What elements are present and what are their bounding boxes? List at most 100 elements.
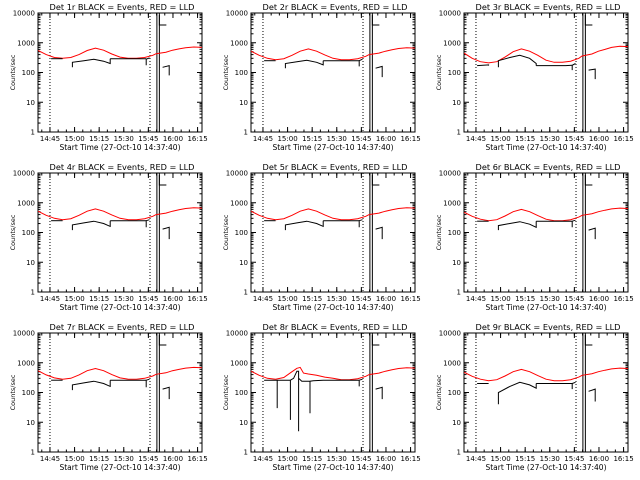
events-series-line xyxy=(588,227,596,240)
x-tick-label: 15:30 xyxy=(540,135,560,143)
x-axis-label: Start Time (27-Oct-10 14:37:40) xyxy=(485,303,606,312)
x-tick-label: 16:15 xyxy=(400,295,420,303)
events-series-line xyxy=(571,63,576,71)
x-tick-label: 15:15 xyxy=(302,455,322,463)
y-tick-label: 10000 xyxy=(439,10,461,18)
y-tick-label: 10 xyxy=(452,419,461,427)
y-tick-label: 10 xyxy=(239,419,248,427)
x-tick-label: 15:30 xyxy=(114,455,134,463)
events-series-line xyxy=(497,221,537,231)
x-tick-label: 16:00 xyxy=(376,455,396,463)
x-tick-label: 14:45 xyxy=(40,455,60,463)
events-series-line xyxy=(588,388,596,402)
x-tick-label: 15:30 xyxy=(327,295,347,303)
y-tick-label: 1 xyxy=(244,129,248,137)
x-axis-label: Start Time (27-Oct-10 14:37:40) xyxy=(485,143,606,152)
events-series-line xyxy=(588,68,596,80)
events-series-line xyxy=(162,64,170,76)
y-tick-label: 1 xyxy=(31,129,35,137)
y-tick-label: 10000 xyxy=(439,170,461,178)
events-series-line xyxy=(571,381,576,390)
x-tick-label: 14:45 xyxy=(40,135,60,143)
x-tick-label: 15:15 xyxy=(515,455,535,463)
plot-frame xyxy=(37,172,203,293)
y-axis-label: Counts/sec xyxy=(435,374,443,410)
x-tick-label: 15:00 xyxy=(277,295,297,303)
x-tick-label: 14:45 xyxy=(466,135,486,143)
y-tick-label: 10 xyxy=(26,419,35,427)
x-tick-label: 14:45 xyxy=(40,295,60,303)
x-tick-label: 15:45 xyxy=(351,455,371,463)
events-series-line xyxy=(477,64,490,67)
x-tick-label: 15:00 xyxy=(490,135,510,143)
x-tick-label: 15:15 xyxy=(89,455,109,463)
plot-data xyxy=(464,333,628,452)
x-axis-label: Start Time (27-Oct-10 14:37:40) xyxy=(59,303,180,312)
x-tick-label: 14:45 xyxy=(253,295,273,303)
detector-panel-4: Det 4r BLACK = Events, RED = LLD 1 10 100 10… xyxy=(9,162,208,312)
x-axis-label: Start Time (27-Oct-10 14:37:40) xyxy=(272,303,393,312)
lld-series-line xyxy=(38,207,202,221)
region-marker xyxy=(158,15,167,26)
y-tick-label: 1 xyxy=(31,449,35,457)
x-axis-label: Start Time (27-Oct-10 14:37:40) xyxy=(485,463,606,472)
x-tick-label: 15:45 xyxy=(564,295,584,303)
x-tick-label: 16:15 xyxy=(187,455,207,463)
events-series-line xyxy=(145,378,150,388)
lld-series-line xyxy=(38,46,202,59)
y-tick-label: 1 xyxy=(457,289,461,297)
y-axis-label: Counts/sec xyxy=(435,54,443,90)
panel-title: Det 9r BLACK = Events, RED = LLD xyxy=(476,322,621,332)
detector-panel-3: Det 3r BLACK = Events, RED = LLD 1 10 100 10… xyxy=(435,2,634,152)
y-tick-label: 1000 xyxy=(17,39,35,47)
x-tick-label: 15:00 xyxy=(64,295,84,303)
x-tick-label: 15:15 xyxy=(302,135,322,143)
events-series-line xyxy=(71,380,111,391)
x-tick-label: 15:45 xyxy=(351,295,371,303)
plot-data xyxy=(251,173,415,292)
events-series-line xyxy=(264,370,360,432)
y-tick-label: 10000 xyxy=(226,330,248,338)
x-tick-label: 16:00 xyxy=(376,295,396,303)
lld-series-line xyxy=(464,367,628,382)
x-axis-label: Start Time (27-Oct-10 14:37:40) xyxy=(59,143,180,152)
x-tick-label: 16:00 xyxy=(163,295,183,303)
detector-panel-6: Det 6r BLACK = Events, RED = LLD 1 10 100 10… xyxy=(435,162,634,312)
plot-data xyxy=(251,333,415,452)
x-tick-label: 15:15 xyxy=(515,295,535,303)
y-tick-label: 10000 xyxy=(13,170,35,178)
x-tick-label: 15:45 xyxy=(564,455,584,463)
panel-title: Det 8r BLACK = Events, RED = LLD xyxy=(263,322,408,332)
x-tick-label: 16:00 xyxy=(589,455,609,463)
x-tick-label: 15:30 xyxy=(540,455,560,463)
lld-series-line xyxy=(464,207,628,222)
x-tick-label: 15:00 xyxy=(64,455,84,463)
y-tick-label: 1 xyxy=(457,129,461,137)
x-tick-label: 15:45 xyxy=(138,455,158,463)
y-tick-label: 1000 xyxy=(230,199,248,207)
y-tick-label: 10000 xyxy=(439,330,461,338)
x-tick-label: 15:00 xyxy=(277,135,297,143)
region-marker xyxy=(371,175,380,186)
y-tick-label: 10000 xyxy=(13,10,35,18)
panel-title: Det 4r BLACK = Events, RED = LLD xyxy=(50,162,195,172)
y-tick-label: 100 xyxy=(235,389,248,397)
plot-data xyxy=(464,13,628,132)
y-axis-label: Counts/sec xyxy=(9,374,17,410)
y-tick-label: 1000 xyxy=(17,199,35,207)
panel-title: Det 2r BLACK = Events, RED = LLD xyxy=(263,2,408,12)
x-tick-label: 15:15 xyxy=(89,295,109,303)
detector-panel-7: Det 7r BLACK = Events, RED = LLD 1 10 100 10… xyxy=(9,322,208,472)
x-tick-label: 16:15 xyxy=(187,135,207,143)
x-axis-label: Start Time (27-Oct-10 14:37:40) xyxy=(59,463,180,472)
panel-title: Det 6r BLACK = Events, RED = LLD xyxy=(476,162,621,172)
y-tick-label: 100 xyxy=(448,389,461,397)
x-tick-label: 16:15 xyxy=(613,455,633,463)
region-marker xyxy=(584,335,593,346)
events-series-line xyxy=(358,378,363,387)
y-tick-label: 1 xyxy=(244,449,248,457)
lld-series-line xyxy=(464,45,628,64)
events-series-line xyxy=(71,58,111,68)
y-tick-label: 100 xyxy=(448,69,461,77)
y-tick-label: 1000 xyxy=(443,359,461,367)
